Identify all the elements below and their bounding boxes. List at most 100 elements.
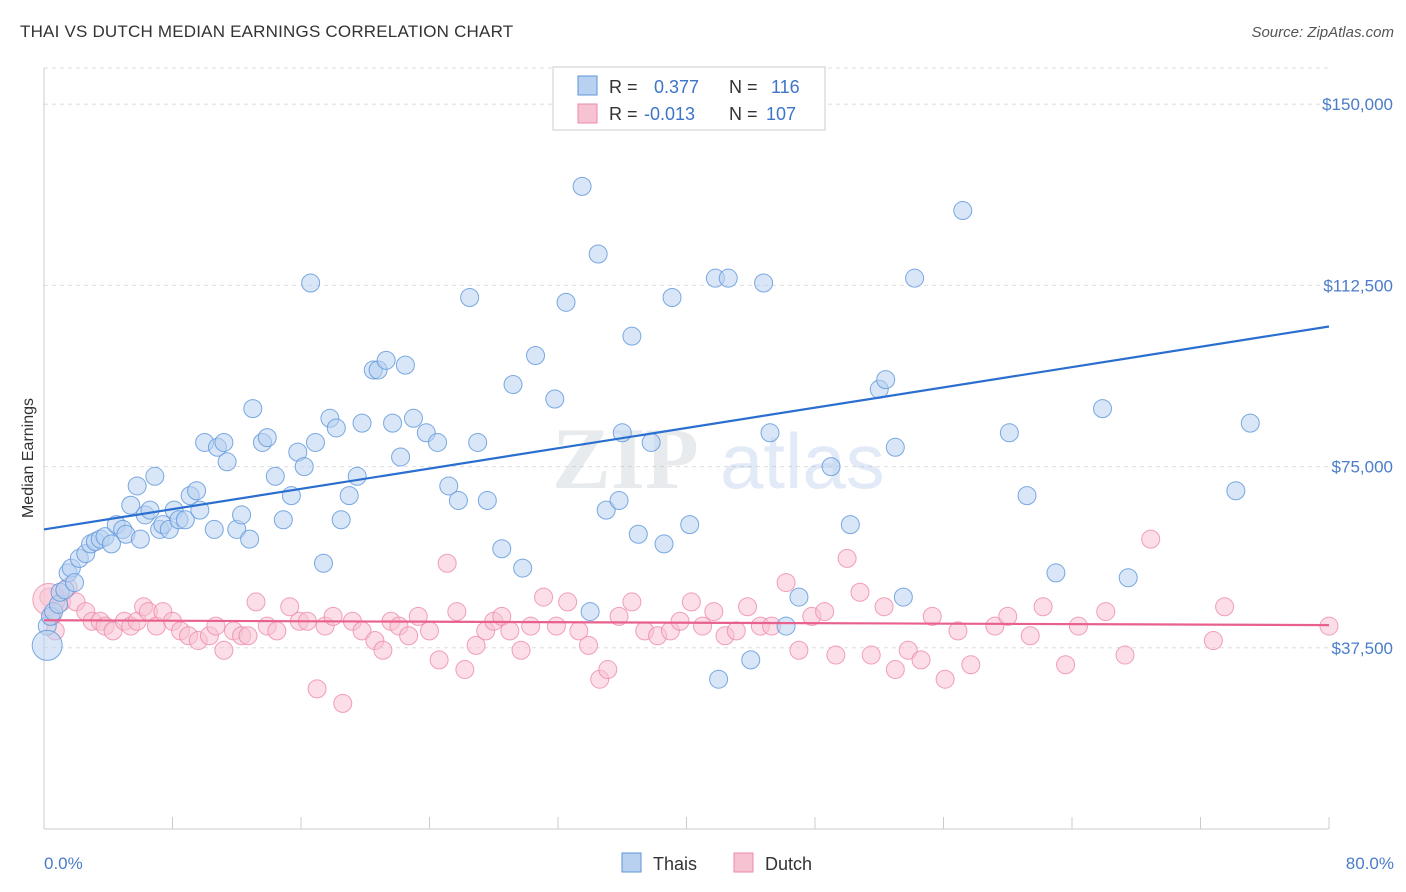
thais-point: [580, 602, 600, 622]
series-legend-swatch-thais[interactable]: [621, 852, 642, 873]
thais-point: [622, 326, 642, 346]
dutch-point: [704, 602, 724, 622]
x-tick-label-max: 80.0%: [1346, 854, 1394, 873]
dutch-point: [598, 660, 618, 680]
dutch-point: [437, 553, 457, 573]
thais-point: [403, 408, 423, 428]
thais-point: [588, 244, 608, 264]
thais-point: [513, 558, 533, 578]
stats-r-value-thais: 0.377: [654, 77, 699, 97]
thais-point: [175, 510, 195, 530]
thais-point: [217, 452, 237, 472]
thais-point: [140, 500, 160, 520]
thais-point: [628, 524, 648, 544]
stats-legend-box: [552, 66, 826, 131]
thais-point: [477, 490, 497, 510]
thais-point: [1017, 486, 1037, 506]
dutch-point: [511, 640, 531, 660]
thais-point: [718, 268, 738, 288]
dutch-point: [998, 606, 1018, 626]
dutch-point: [534, 587, 554, 607]
dutch-point: [622, 592, 642, 612]
dutch-point: [1068, 616, 1088, 636]
dutch-point: [1056, 655, 1076, 675]
dutch-point: [776, 573, 796, 593]
thais-point: [347, 466, 367, 486]
thais-point: [460, 288, 480, 308]
thais-point: [999, 423, 1019, 443]
thais-point: [243, 399, 263, 419]
dutch-point: [420, 621, 439, 641]
thais-point: [339, 486, 359, 506]
series-legend-swatch-dutch[interactable]: [733, 852, 754, 873]
series-legend-label-thais[interactable]: Thais: [653, 854, 697, 874]
dutch-point: [307, 679, 327, 699]
y-tick-label: $75,000: [1332, 458, 1393, 477]
thais-point: [876, 370, 896, 390]
dutch-point: [898, 640, 918, 660]
thais-point: [572, 176, 592, 196]
dutch-point: [466, 635, 486, 655]
watermark-atlas: atlas: [720, 417, 885, 505]
thais-point: [840, 515, 860, 535]
series-legend-label-dutch[interactable]: Dutch: [765, 854, 812, 874]
thais-point: [127, 476, 147, 496]
thais-point: [352, 413, 372, 433]
dutch-point: [1020, 626, 1040, 646]
thais-point: [391, 447, 411, 467]
thais-point: [187, 481, 207, 501]
thais-point: [395, 355, 415, 375]
dutch-point: [500, 621, 520, 641]
dutch-point: [985, 616, 1005, 636]
thais-point: [468, 432, 488, 452]
dutch-point: [546, 616, 566, 636]
trend-line-thais: [43, 325, 1330, 531]
dutch-point: [238, 626, 258, 646]
thais-point: [240, 529, 260, 549]
thais-point: [760, 423, 780, 443]
thais-point: [893, 587, 913, 607]
thais-point: [214, 432, 234, 452]
thais-point: [448, 490, 468, 510]
thais-point: [526, 345, 546, 365]
thais-point: [326, 418, 346, 438]
stats-n-label-thais: N =: [729, 77, 758, 97]
thais-point: [641, 432, 661, 452]
stats-r-label-thais: R =: [609, 77, 638, 97]
dutch-point: [455, 660, 475, 680]
thais-point: [821, 457, 841, 477]
thais-point: [428, 432, 448, 452]
thais-point: [376, 350, 396, 370]
chart-title: THAI VS DUTCH MEDIAN EARNINGS CORRELATIO…: [20, 22, 514, 41]
y-tick-labels: $37,500 $75,000 $112,500 $150,000: [1322, 95, 1393, 658]
thais-point: [145, 466, 165, 486]
thais-point: [101, 534, 121, 554]
thais-point: [709, 669, 729, 689]
dutch-point: [267, 621, 287, 641]
dutch-point: [280, 597, 300, 617]
dutch-point: [670, 611, 690, 631]
thais-point: [609, 490, 629, 510]
thais-point: [905, 268, 925, 288]
stats-legend: R = 0.377 N = 116 R = -0.013 N = 107: [552, 66, 826, 131]
dutch-point: [837, 548, 857, 568]
y-tick-label: $112,500: [1323, 276, 1393, 295]
dutch-point: [579, 635, 599, 655]
thais-point: [31, 629, 63, 661]
y-tick-label: $37,500: [1332, 639, 1393, 658]
thais-point: [294, 457, 314, 477]
dutch-point: [558, 592, 578, 612]
x-tick-label-min: 0.0%: [44, 854, 83, 873]
dutch-point: [1033, 597, 1053, 617]
watermark: ZIP atlas: [552, 411, 885, 508]
thais-point: [492, 539, 512, 559]
dutch-point: [429, 650, 449, 670]
dutch-point: [935, 669, 955, 689]
dutch-point: [333, 693, 353, 713]
y-tick-label: $150,000: [1322, 95, 1393, 114]
thais-point: [741, 650, 761, 670]
dutch-point: [1115, 645, 1135, 665]
dutch-point: [323, 606, 343, 626]
dutch-point: [373, 640, 393, 660]
